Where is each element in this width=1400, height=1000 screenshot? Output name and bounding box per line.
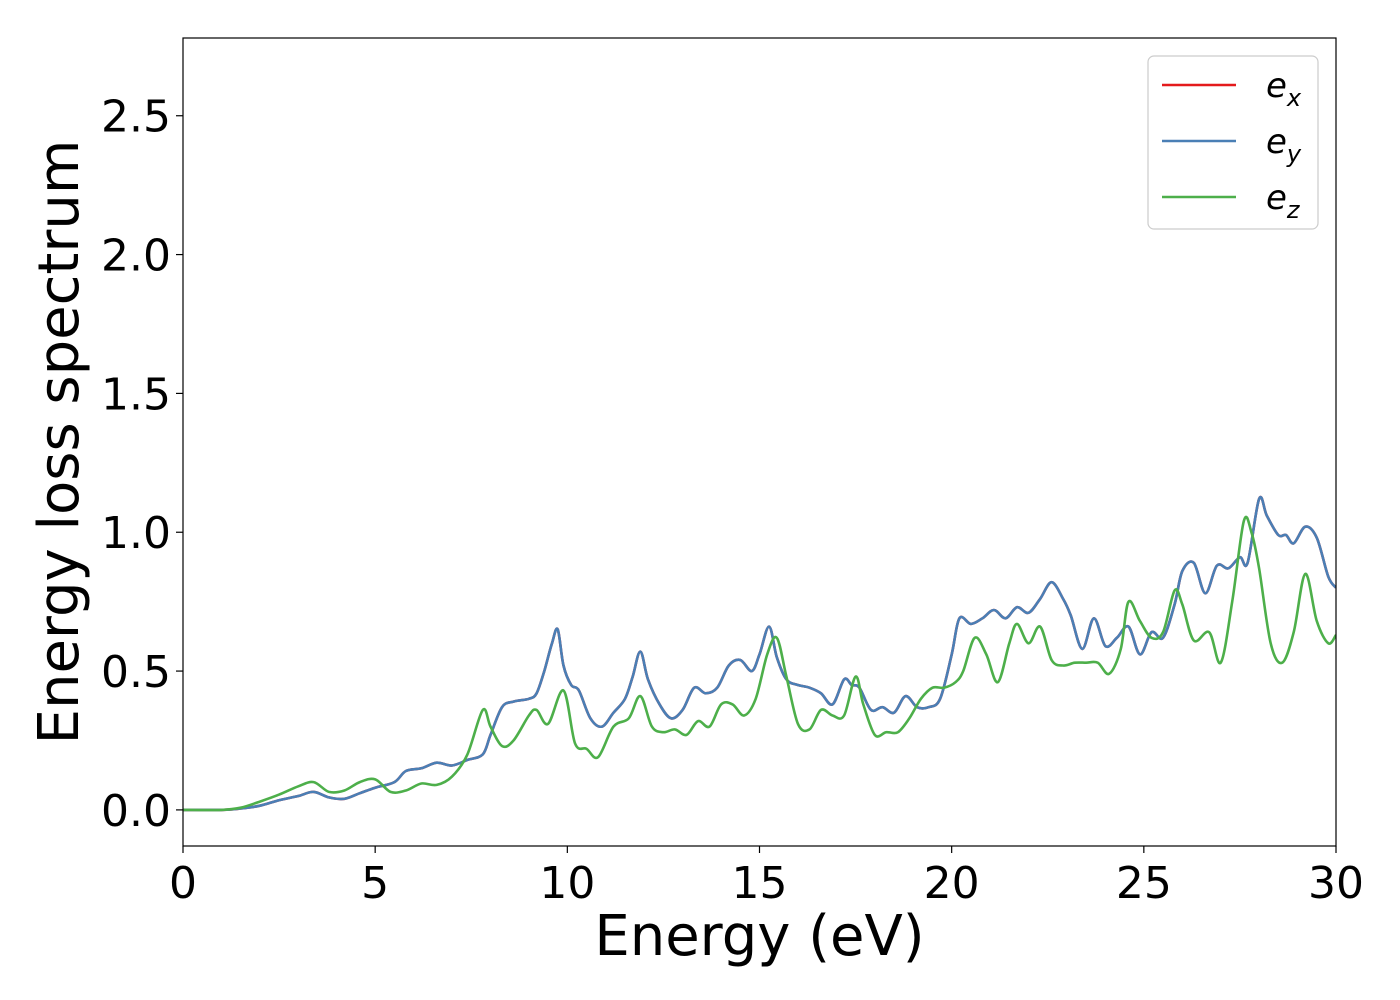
y-tick-label: 0.0 xyxy=(101,786,171,837)
legend-label: ez xyxy=(1266,178,1301,224)
y-tick-label: 1.0 xyxy=(101,508,171,559)
x-tick-label: 25 xyxy=(1116,858,1172,909)
x-tick-label: 0 xyxy=(169,858,197,909)
x-tick-label: 10 xyxy=(539,858,595,909)
y-axis-title: Energy loss spectrum xyxy=(27,140,92,745)
x-axis-title: Energy (eV) xyxy=(594,904,924,969)
x-tick-label: 5 xyxy=(361,858,389,909)
y-tick-label: 1.5 xyxy=(101,369,171,420)
series-line-e-z xyxy=(183,515,1336,812)
y-tick-label: 0.5 xyxy=(101,647,171,698)
y-tick-label: 2.0 xyxy=(101,231,171,282)
legend-box xyxy=(1147,55,1319,230)
legend: ex ey ez xyxy=(1147,55,1319,230)
y-tick-label: 2.5 xyxy=(101,92,171,143)
x-tick-label: 30 xyxy=(1308,858,1364,909)
x-tick-label: 15 xyxy=(732,858,788,909)
x-axis: 0 5 10 15 20 25 30 xyxy=(169,846,1364,909)
plot-lines xyxy=(183,495,1336,812)
series-line-e-y xyxy=(183,495,1336,812)
legend-label: ey xyxy=(1266,122,1302,168)
y-axis: 0.0 0.5 1.0 1.5 2.0 2.5 xyxy=(101,92,183,837)
legend-label: ex xyxy=(1266,66,1302,112)
x-tick-label: 20 xyxy=(924,858,980,909)
